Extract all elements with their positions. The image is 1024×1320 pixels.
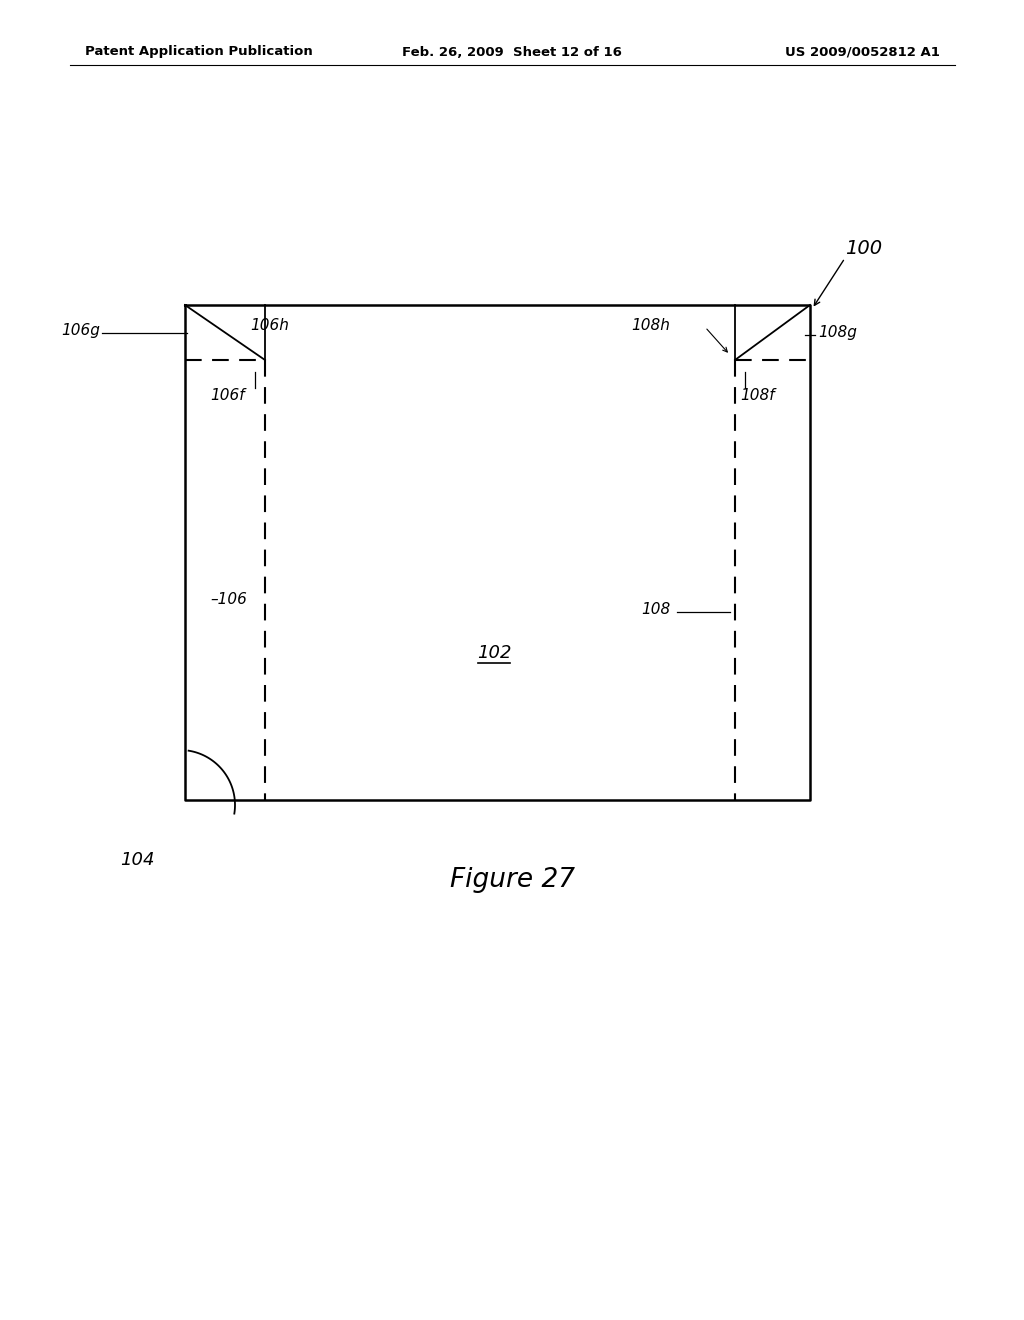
Text: 106h: 106h [250,318,289,333]
Text: Patent Application Publication: Patent Application Publication [85,45,312,58]
Text: Figure 27: Figure 27 [450,867,574,894]
Text: –106: –106 [210,593,247,607]
Text: 108: 108 [641,602,670,618]
Text: 106g: 106g [61,322,100,338]
Text: 102: 102 [477,644,512,661]
Text: 108h: 108h [631,318,670,333]
Text: 104: 104 [120,851,155,869]
Text: 106f: 106f [210,388,245,403]
Text: 108f: 108f [740,388,774,403]
Text: 100: 100 [845,239,882,257]
Text: 108g: 108g [818,326,857,341]
Text: Feb. 26, 2009  Sheet 12 of 16: Feb. 26, 2009 Sheet 12 of 16 [402,45,622,58]
Text: US 2009/0052812 A1: US 2009/0052812 A1 [785,45,940,58]
